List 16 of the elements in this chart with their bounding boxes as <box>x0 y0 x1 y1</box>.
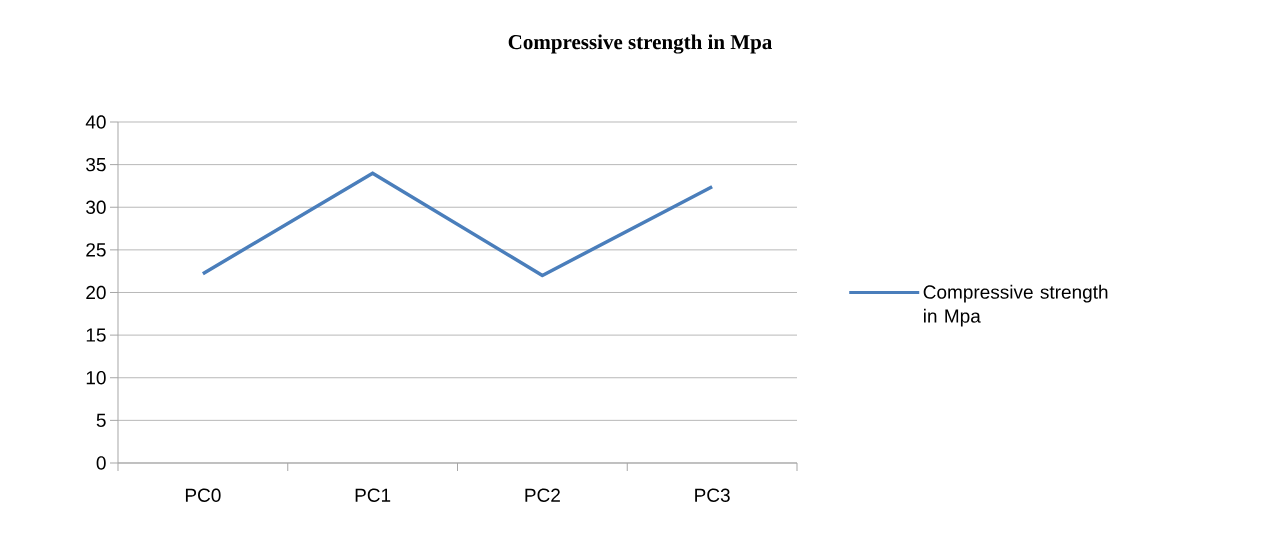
y-tick-label: 35 <box>86 157 106 172</box>
chart-title: Compressive strength in Mpa <box>508 34 772 54</box>
y-tick-label: 30 <box>86 200 106 214</box>
x-tick-label: PC0 <box>185 488 221 502</box>
x-tick-label: PC2 <box>525 488 560 502</box>
y-tick-label: 10 <box>86 371 106 385</box>
legend-label: Compressive strength in Mpa <box>923 284 1108 327</box>
x-tick-label: PC3 <box>695 488 730 502</box>
y-tick-label: 25 <box>86 243 106 257</box>
line-series <box>201 171 714 278</box>
y-tick-label: 40 <box>85 115 106 129</box>
y-tick-label: 15 <box>86 328 106 342</box>
y-tick-label: 5 <box>96 413 106 427</box>
y-tick-label: 20 <box>86 285 106 300</box>
y-tick-label: 0 <box>96 456 106 470</box>
x-tick-label: PC1 <box>355 488 391 502</box>
